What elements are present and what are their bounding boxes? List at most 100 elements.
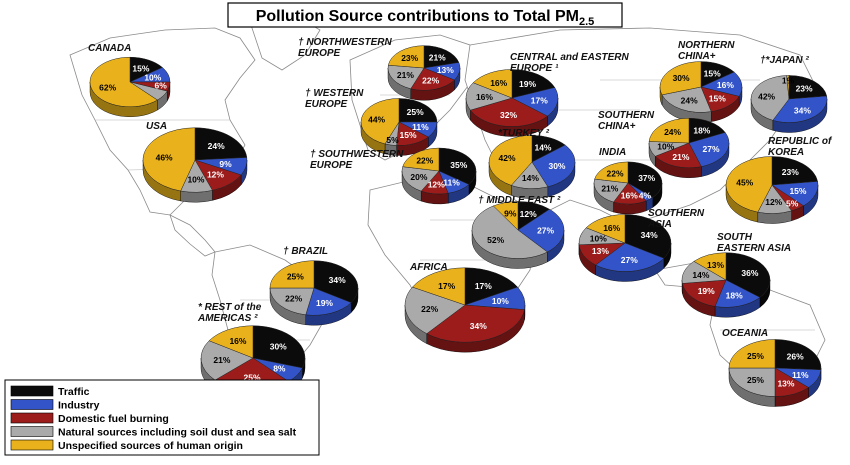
pie-label-nw-europe-traffic: 21% [429, 52, 446, 62]
region-label-line: SOUTH [717, 232, 753, 243]
region-label-middle-east: † MIDDLE EAST ² [478, 195, 561, 206]
pie-label-japan-industry: 34% [794, 105, 811, 115]
legend-swatch-industry [11, 400, 53, 410]
pie-label-ce-europe-natural: 16% [476, 92, 493, 102]
pie-label-sw-europe-unspecified: 22% [416, 155, 433, 165]
region-label-line: EASTERN ASIA [717, 243, 791, 254]
pie-label-india-natural: 21% [601, 184, 618, 194]
region-label-line: REPUBLIC of [768, 136, 833, 147]
region-label-line: CANADA [88, 43, 131, 54]
pie-label-korea-traffic: 23% [782, 167, 799, 177]
region-label-line: † WESTERN [305, 88, 364, 99]
pie-label-ce-europe-domestic: 32% [500, 110, 517, 120]
pie-label-northern-china-natural: 24% [681, 95, 698, 105]
pie-label-southern-china-natural: 10% [657, 142, 674, 152]
region-label-line: CENTRAL and EASTERN [510, 52, 629, 63]
region-label-brazil: † BRAZIL [283, 246, 328, 257]
pie-label-usa-traffic: 24% [208, 141, 225, 151]
pie-label-w-europe-domestic: 15% [400, 130, 417, 140]
region-label-line: EUROPE ¹ [510, 63, 559, 74]
pie-label-southern-china-unspecified: 24% [664, 127, 681, 137]
pie-label-oceania-industry: 11% [792, 370, 809, 380]
legend-label-unspecified: Unspecified sources of human origin [58, 440, 243, 452]
pie-label-rest-americas-unspecified: 16% [229, 336, 246, 346]
pie-label-korea-natural: 12% [765, 197, 782, 207]
pie-label-sw-europe-natural: 20% [410, 172, 427, 182]
pie-label-southern-asia-traffic: 34% [641, 230, 658, 240]
pie-label-turkey-traffic: 14% [534, 143, 551, 153]
pie-label-nw-europe-natural: 21% [397, 70, 414, 80]
legend-label-traffic: Traffic [58, 386, 90, 398]
pie-label-se-asia-unspecified: 13% [707, 260, 724, 270]
pie-label-oceania-natural: 25% [747, 375, 764, 385]
pie-label-brazil-traffic: 34% [329, 275, 346, 285]
pie-label-southern-china-industry: 27% [703, 144, 720, 154]
pie-label-w-europe-traffic: 25% [407, 107, 424, 117]
pie-label-rest-americas-industry: 8% [273, 363, 286, 373]
region-label-line: *TURKEY ² [498, 128, 550, 139]
pie-label-nw-europe-domestic: 22% [422, 76, 439, 86]
pie-label-japan-natural: 42% [758, 91, 775, 101]
legend-swatch-natural [11, 427, 53, 437]
region-label-line: †*JAPAN ² [760, 55, 809, 66]
pie-label-middle-east-traffic: 12% [520, 209, 537, 219]
region-label-line: * REST of the [198, 302, 262, 313]
pie-label-sw-europe-domestic: 12% [428, 180, 445, 190]
region-label-line: † BRAZIL [283, 246, 328, 257]
pie-label-southern-china-traffic: 18% [693, 125, 710, 135]
pie-label-southern-asia-unspecified: 16% [603, 223, 620, 233]
pie-label-turkey-industry: 30% [548, 161, 565, 171]
region-label-line: SOUTHERN [598, 110, 655, 121]
pie-label-korea-unspecified: 45% [736, 177, 753, 187]
pie-label-india-traffic: 37% [638, 173, 655, 183]
pie-label-turkey-natural: 14% [522, 173, 539, 183]
region-label-canada: CANADA [88, 43, 131, 54]
pie-label-africa-natural: 22% [421, 304, 438, 314]
pie-label-northern-china-unspecified: 30% [673, 73, 690, 83]
region-label-line: INDIA [599, 147, 626, 158]
pie-label-canada-domestic: 6% [154, 81, 167, 91]
pie-label-africa-unspecified: 17% [438, 281, 455, 291]
pie-label-korea-domestic: 5% [786, 198, 799, 208]
region-label-line: OCEANIA [722, 328, 768, 339]
pie-label-oceania-unspecified: 25% [747, 351, 764, 361]
legend-label-domestic: Domestic fuel burning [58, 413, 169, 425]
pie-label-nw-europe-unspecified: 23% [401, 53, 418, 63]
pie-label-india-domestic: 16% [621, 191, 638, 201]
legend-label-industry: Industry [58, 400, 100, 412]
region-label-line: SOUTHERN [648, 208, 705, 219]
region-label-line: NORTHERN [678, 40, 735, 51]
pie-label-northern-china-domestic: 15% [709, 93, 726, 103]
pie-label-middle-east-unspecified: 9% [504, 209, 517, 219]
region-label-line: † NORTHWESTERN [298, 37, 392, 48]
pie-label-brazil-unspecified: 25% [287, 271, 304, 281]
region-label-line: † SOUTHWESTERN [310, 149, 404, 160]
legend-swatch-traffic [11, 386, 53, 396]
pie-label-w-europe-natural: 5% [386, 135, 399, 145]
legend-swatch-unspecified [11, 440, 53, 450]
pie-label-usa-natural: 10% [187, 174, 204, 184]
region-label-india: INDIA [599, 147, 626, 158]
region-label-line: CHINA+ [598, 121, 636, 132]
region-label-line: AFRICA [409, 262, 448, 273]
pie-label-se-asia-industry: 18% [726, 291, 743, 301]
legend-swatch-domestic [11, 413, 53, 423]
pie-label-usa-domestic: 12% [207, 170, 224, 180]
pie-label-middle-east-natural: 52% [487, 235, 504, 245]
region-label-line: KOREA [768, 147, 804, 158]
pie-label-canada-unspecified: 62% [99, 82, 116, 92]
chart-title: Pollution Source contributions to Total … [228, 3, 622, 28]
pie-label-southern-china-domestic: 21% [672, 152, 689, 162]
region-label-oceania: OCEANIA [722, 328, 768, 339]
region-label-japan: †*JAPAN ² [760, 55, 809, 66]
pie-label-northern-china-industry: 16% [717, 80, 734, 90]
region-label-line: USA [146, 121, 167, 132]
pie-label-se-asia-traffic: 36% [741, 268, 758, 278]
pie-label-southern-asia-industry: 27% [621, 255, 638, 265]
region-label-line: EUROPE [310, 160, 353, 171]
pie-label-india-industry: 4% [639, 191, 652, 201]
pie-label-turkey-unspecified: 42% [499, 153, 516, 163]
